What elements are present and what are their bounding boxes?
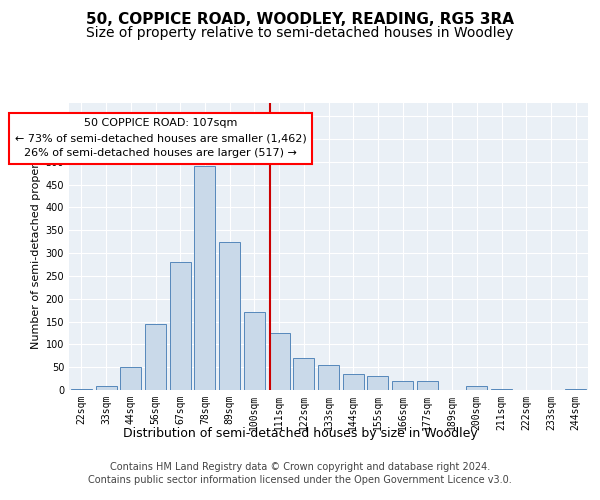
Bar (244, 312, 265, 390)
Text: Contains HM Land Registry data © Crown copyright and database right 2024.: Contains HM Land Registry data © Crown c… (110, 462, 490, 472)
Bar (417, 381, 438, 390)
Text: 50 COPPICE ROAD: 107sqm
← 73% of semi-detached houses are smaller (1,462)
26% of: 50 COPPICE ROAD: 107sqm ← 73% of semi-de… (14, 118, 307, 158)
Text: Size of property relative to semi-detached houses in Woodley: Size of property relative to semi-detach… (86, 26, 514, 40)
Text: Contains public sector information licensed under the Open Government Licence v3: Contains public sector information licen… (88, 475, 512, 485)
Bar (293, 358, 314, 390)
Bar (170, 262, 191, 390)
Bar (318, 365, 339, 390)
Bar (95, 386, 116, 390)
Y-axis label: Number of semi-detached properties: Number of semi-detached properties (31, 143, 41, 350)
Bar (71, 389, 92, 390)
Bar (145, 324, 166, 390)
Text: Distribution of semi-detached houses by size in Woodley: Distribution of semi-detached houses by … (122, 428, 478, 440)
Bar (219, 242, 240, 390)
Bar (120, 367, 141, 390)
Bar (392, 381, 413, 390)
Bar (466, 386, 487, 390)
Bar (343, 374, 364, 390)
Bar (194, 166, 215, 390)
Bar (269, 333, 290, 390)
Bar (367, 376, 388, 390)
Bar (491, 389, 512, 390)
Text: 50, COPPICE ROAD, WOODLEY, READING, RG5 3RA: 50, COPPICE ROAD, WOODLEY, READING, RG5 … (86, 12, 514, 28)
Bar (565, 389, 586, 390)
